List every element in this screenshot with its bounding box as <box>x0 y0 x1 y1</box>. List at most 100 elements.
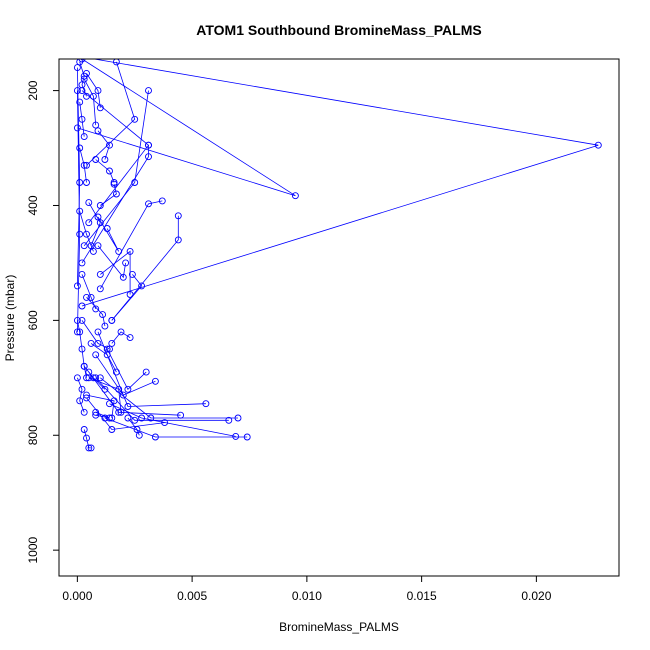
series-18 <box>124 414 143 439</box>
data-point <box>234 414 242 422</box>
y-axis-label: Pressure (mbar) <box>3 275 17 362</box>
series-line <box>104 417 248 438</box>
data-point <box>106 141 113 149</box>
data-point <box>96 285 104 293</box>
series-line <box>95 354 156 396</box>
data-point <box>232 432 240 440</box>
data-point <box>87 293 95 301</box>
data-point <box>83 179 90 186</box>
data-point <box>138 282 146 290</box>
data-point <box>131 179 139 186</box>
data-point <box>78 316 86 324</box>
data-point <box>89 92 97 100</box>
series-line <box>81 59 599 307</box>
x-tick-label: 0.020 <box>521 589 551 603</box>
data-point <box>96 270 104 278</box>
data-point <box>76 144 84 152</box>
data-point <box>87 444 95 452</box>
data-point <box>85 374 93 382</box>
data-point <box>78 345 86 353</box>
plot-frame <box>58 58 620 577</box>
data-point <box>101 322 109 330</box>
series-37 <box>78 316 113 353</box>
series-line <box>88 377 122 413</box>
series-44 <box>73 374 88 416</box>
series-line <box>95 377 229 421</box>
series-21 <box>96 247 134 298</box>
data-point <box>106 167 113 175</box>
data-point <box>108 426 116 433</box>
data-point <box>115 247 123 255</box>
series-43 <box>73 316 90 382</box>
data-point <box>73 64 81 72</box>
series-layer <box>73 59 602 452</box>
y-tick-label: 200 <box>26 80 40 100</box>
series-20 <box>108 270 146 324</box>
series-41 <box>76 98 88 141</box>
data-point <box>76 59 84 66</box>
data-point <box>108 339 116 347</box>
data-point <box>83 161 90 169</box>
data-point <box>96 104 104 112</box>
y-tick-label: 1000 <box>26 536 40 563</box>
data-point <box>117 408 125 416</box>
series-line <box>100 250 131 295</box>
series-line <box>95 159 115 183</box>
series-26 <box>94 127 113 163</box>
series-32 <box>85 374 125 416</box>
series-line <box>79 147 87 183</box>
data-point <box>92 121 100 129</box>
data-point <box>101 156 109 163</box>
x-tick-label: 0.005 <box>177 589 207 603</box>
series-line <box>88 202 101 246</box>
data-point <box>73 87 81 95</box>
data-point <box>80 161 88 169</box>
series-line <box>77 90 81 332</box>
data-point <box>594 141 602 149</box>
y-tick-label: 800 <box>26 425 40 445</box>
data-point <box>83 230 90 238</box>
series-line <box>77 59 296 197</box>
chart-title: ATOM1 Southbound BromineMass_PALMS <box>196 22 481 38</box>
data-point <box>94 127 102 135</box>
data-point <box>92 156 100 163</box>
data-point <box>119 391 127 399</box>
series-line <box>86 394 115 419</box>
data-point <box>76 397 84 405</box>
data-point <box>80 408 88 416</box>
data-point <box>76 98 84 106</box>
series-line <box>111 331 131 344</box>
series-39 <box>76 207 97 255</box>
data-point <box>112 59 120 66</box>
data-point <box>122 259 130 267</box>
data-point <box>92 351 100 359</box>
data-point <box>110 397 118 405</box>
series-38 <box>78 270 100 313</box>
data-point <box>158 197 166 205</box>
x-axis: 0.000 0.005 0.010 0.015 0.020 <box>62 576 552 603</box>
data-point <box>76 179 84 186</box>
series-34 <box>92 408 113 422</box>
data-point <box>128 270 136 278</box>
series-line <box>81 320 110 350</box>
data-point <box>83 394 90 402</box>
data-point <box>94 242 102 250</box>
data-point <box>145 200 152 208</box>
data-point <box>126 334 134 342</box>
data-point <box>83 92 90 100</box>
data-point <box>80 362 88 370</box>
data-point <box>80 242 88 250</box>
data-point <box>80 426 88 433</box>
series-line <box>106 348 147 390</box>
data-point <box>112 368 120 376</box>
series-line <box>86 73 101 108</box>
series-line <box>81 274 97 310</box>
data-point <box>145 153 152 161</box>
series-30 <box>83 293 109 330</box>
data-point <box>291 192 299 200</box>
data-point <box>73 328 81 336</box>
data-point <box>85 219 93 227</box>
data-point <box>243 433 251 441</box>
data-point <box>124 385 132 393</box>
data-point <box>142 368 150 376</box>
